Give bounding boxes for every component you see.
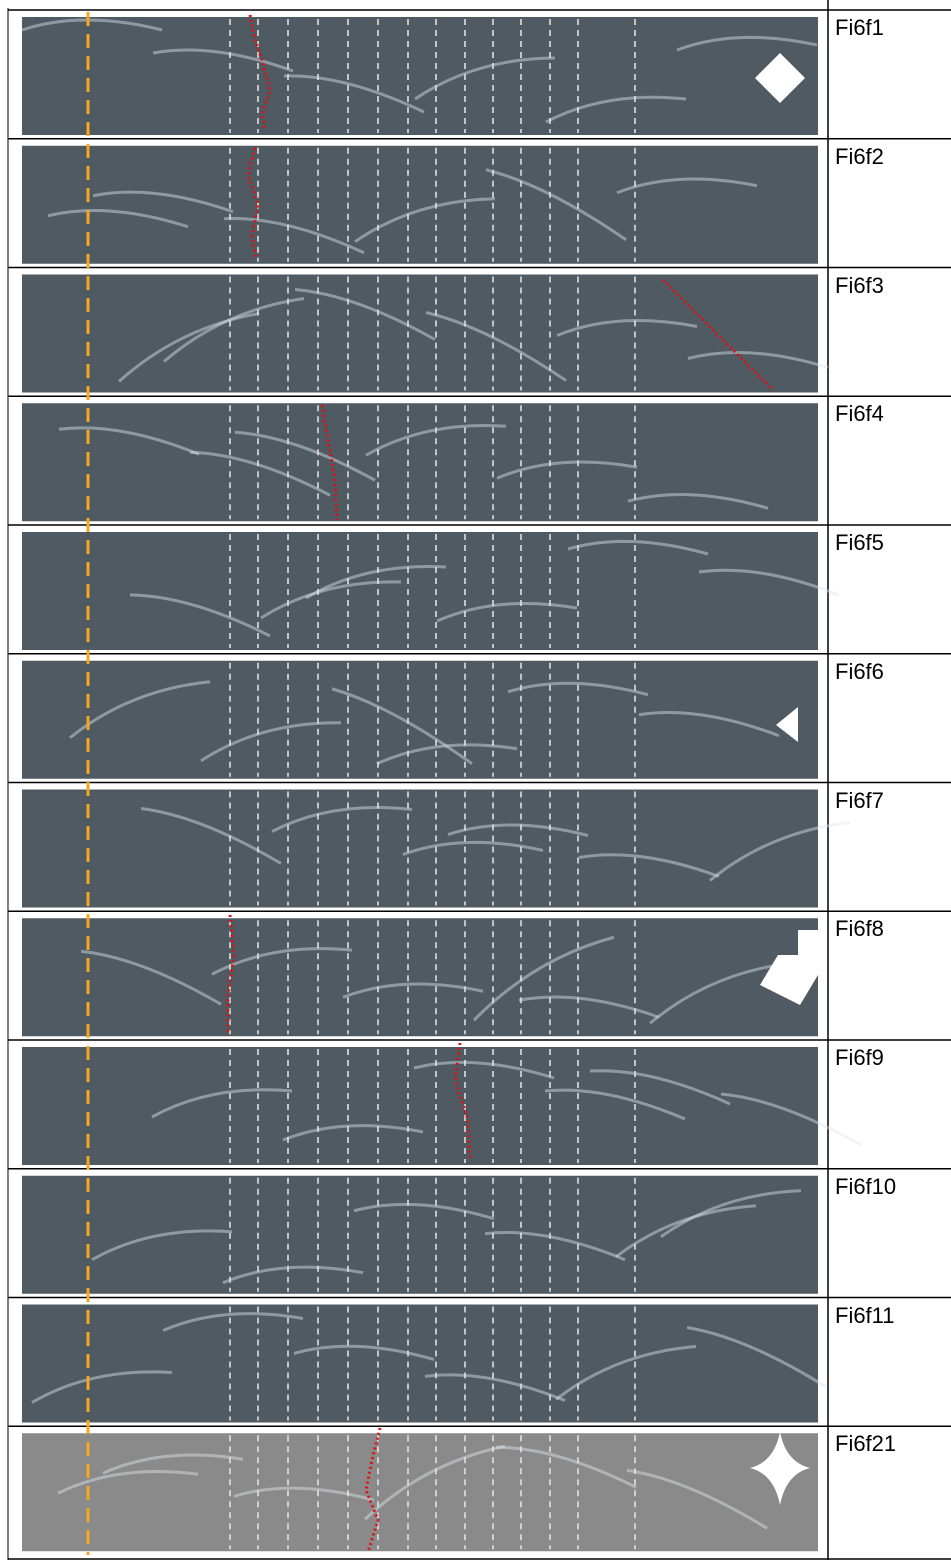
image-strip xyxy=(22,1047,818,1165)
image-strip xyxy=(22,1305,818,1423)
row-label: Fi6f6 xyxy=(835,659,884,685)
row-label: Fi6f1 xyxy=(835,15,884,41)
row-label: Fi6f11 xyxy=(835,1303,895,1329)
row-label: Fi6f7 xyxy=(835,788,884,814)
row-label: Fi6f10 xyxy=(835,1174,896,1200)
row-label: Fi6f8 xyxy=(835,916,884,942)
image-strip xyxy=(22,1176,818,1294)
image-strip xyxy=(22,532,818,650)
row-label: Fi6f21 xyxy=(835,1431,896,1457)
image-strip xyxy=(22,17,818,135)
row-label: Fi6f5 xyxy=(835,530,884,556)
image-strip xyxy=(22,918,818,1036)
image-strip xyxy=(22,275,818,393)
row-label: Fi6f9 xyxy=(835,1045,884,1071)
row-label: Fi6f4 xyxy=(835,401,884,427)
strip-figure xyxy=(0,0,951,1560)
row-label: Fi6f2 xyxy=(835,144,884,170)
image-strip xyxy=(22,403,818,521)
row-label: Fi6f3 xyxy=(835,273,884,299)
figure-table: Fi6f1 Fi6f2 Fi6f3 Fi6f4 Fi6f5 Fi6f6 Fi6f7 Fi6f8… xyxy=(0,0,951,1560)
image-strip xyxy=(22,146,818,264)
image-strip xyxy=(22,661,818,779)
